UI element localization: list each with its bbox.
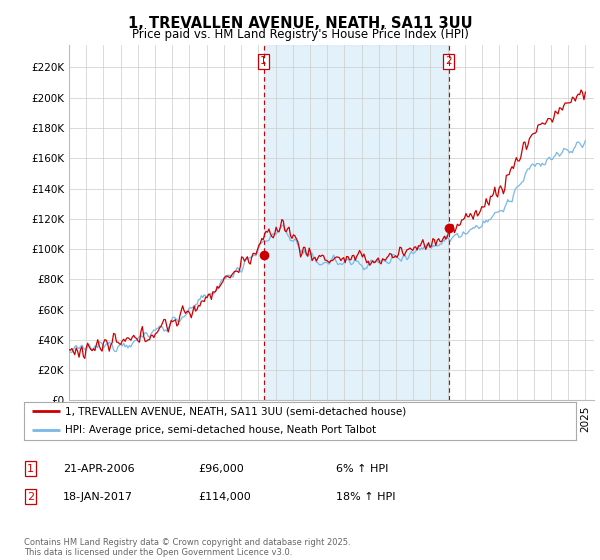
Bar bbox=[263, 45, 449, 400]
Text: 18-JAN-2017: 18-JAN-2017 bbox=[63, 492, 133, 502]
Text: HPI: Average price, semi-detached house, Neath Port Talbot: HPI: Average price, semi-detached house,… bbox=[65, 425, 377, 435]
Text: 21-APR-2006: 21-APR-2006 bbox=[63, 464, 134, 474]
Text: 1: 1 bbox=[27, 464, 34, 474]
Text: Price paid vs. HM Land Registry's House Price Index (HPI): Price paid vs. HM Land Registry's House … bbox=[131, 28, 469, 41]
Text: Contains HM Land Registry data © Crown copyright and database right 2025.
This d: Contains HM Land Registry data © Crown c… bbox=[24, 538, 350, 557]
Text: £96,000: £96,000 bbox=[198, 464, 244, 474]
Text: 18% ↑ HPI: 18% ↑ HPI bbox=[336, 492, 395, 502]
Text: 1, TREVALLEN AVENUE, NEATH, SA11 3UU (semi-detached house): 1, TREVALLEN AVENUE, NEATH, SA11 3UU (se… bbox=[65, 406, 407, 416]
Text: 2: 2 bbox=[445, 57, 452, 67]
Text: £114,000: £114,000 bbox=[198, 492, 251, 502]
Text: 6% ↑ HPI: 6% ↑ HPI bbox=[336, 464, 388, 474]
Text: 1: 1 bbox=[260, 57, 267, 67]
Text: 2: 2 bbox=[27, 492, 34, 502]
Text: 1, TREVALLEN AVENUE, NEATH, SA11 3UU: 1, TREVALLEN AVENUE, NEATH, SA11 3UU bbox=[128, 16, 472, 31]
